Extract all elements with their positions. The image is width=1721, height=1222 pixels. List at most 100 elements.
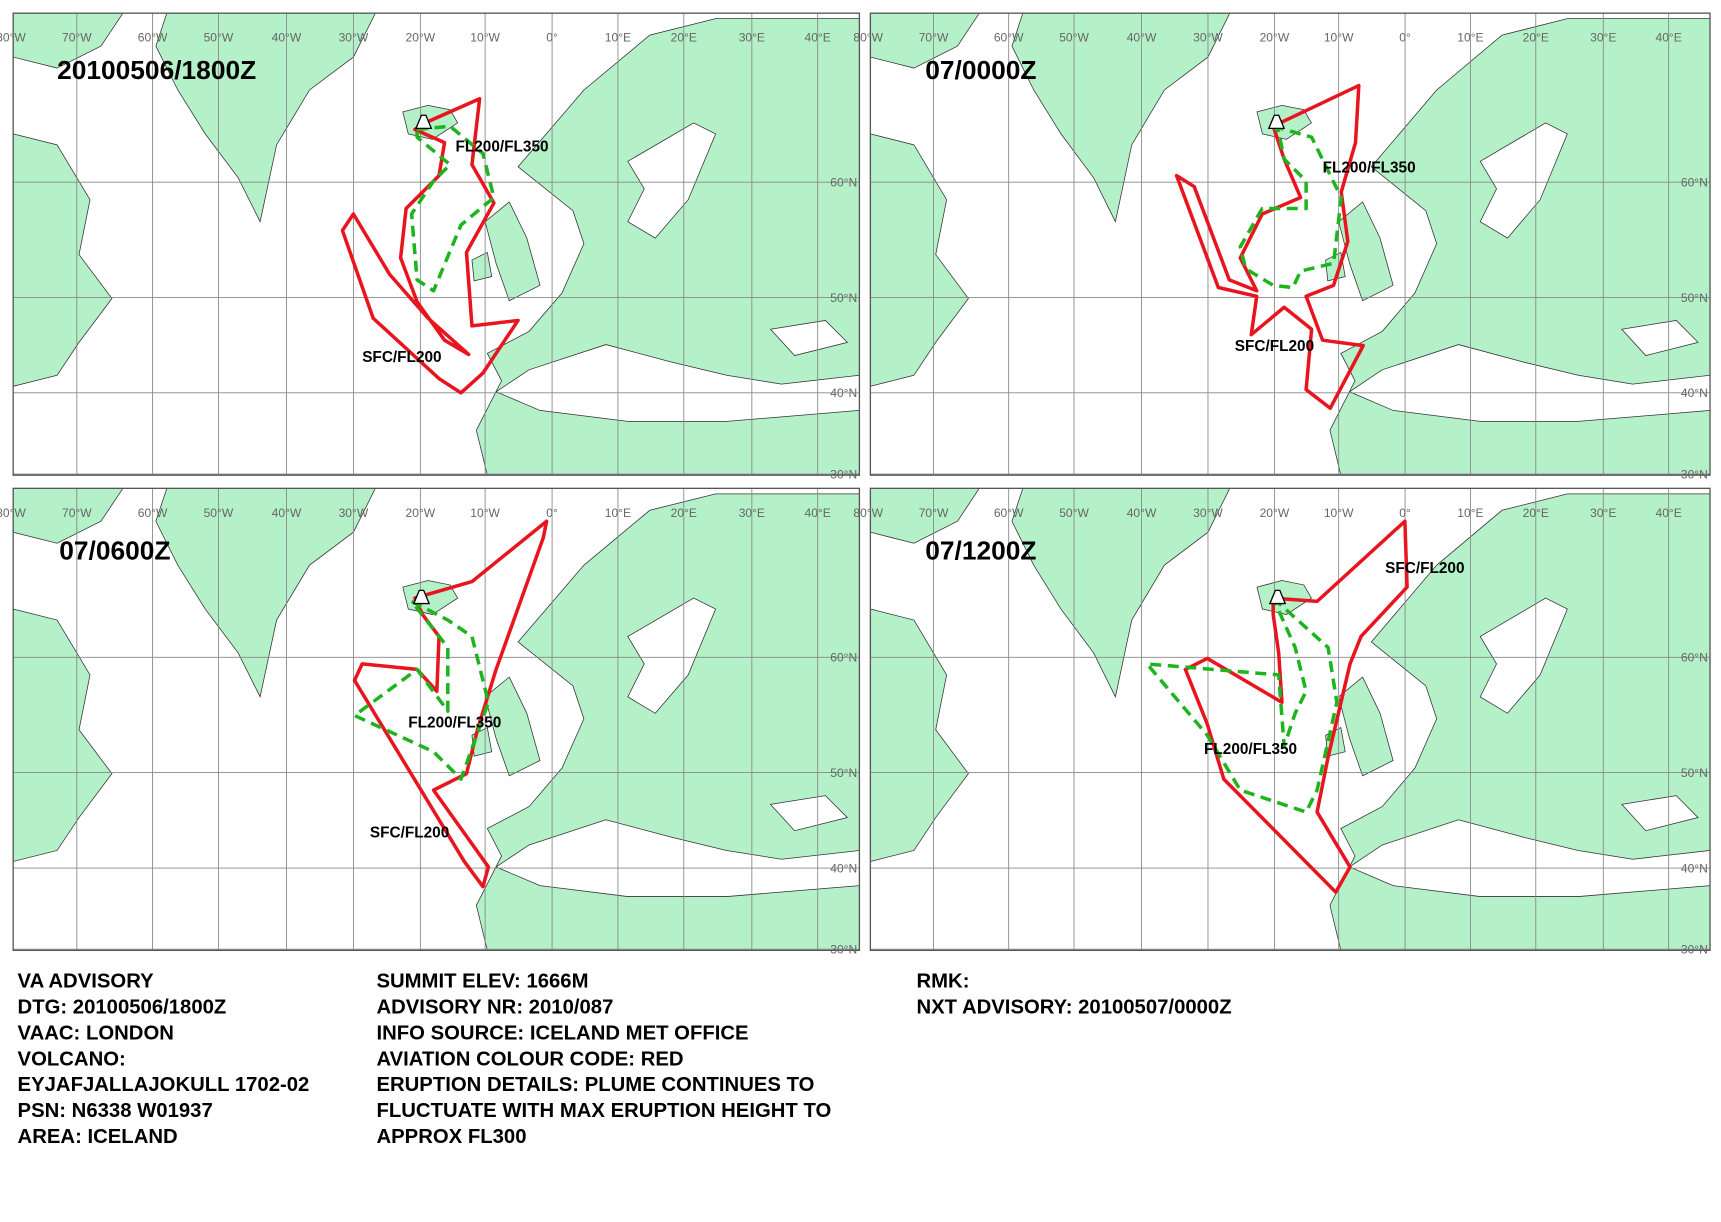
volcano-icon	[1267, 114, 1286, 130]
longitude-label: 30°W	[339, 31, 369, 45]
map-content	[870, 13, 1711, 476]
longitude-label: 40°W	[272, 506, 302, 520]
advisory-line: DTG: 20100506/1800Z	[18, 997, 227, 1019]
latitude-label: 50°N	[830, 291, 857, 305]
longitude-label: 70°W	[919, 506, 949, 520]
sea	[1348, 344, 1711, 422]
panel-frame	[869, 12, 1711, 476]
plume-label: SFC/FL200	[1385, 560, 1464, 577]
panel-time: 07/1200Z	[925, 536, 1036, 566]
land	[870, 133, 969, 387]
land	[13, 13, 124, 69]
longitude-label: 10°W	[1324, 31, 1354, 45]
volcano-icon	[412, 589, 431, 605]
longitude-label: 70°W	[62, 31, 92, 45]
land	[484, 676, 541, 777]
advisory-line: PSN: N6338 W01937	[18, 1100, 213, 1122]
longitude-label: 20°E	[671, 31, 697, 45]
plume-label: FL200/FL350	[1323, 159, 1416, 176]
plume-fl200-fl350	[1145, 596, 1339, 814]
sea	[495, 819, 860, 897]
panel-frame	[12, 487, 861, 951]
longitude-label: 30°E	[1590, 31, 1616, 45]
longitude-label: 10°E	[605, 31, 631, 45]
longitude-label: 80°W	[0, 31, 26, 45]
sea	[1348, 819, 1711, 897]
map-content	[13, 488, 860, 951]
map-panel	[12, 487, 861, 951]
longitude-label: 50°W	[1059, 31, 1089, 45]
longitude-label: 20°E	[1523, 506, 1549, 520]
longitude-label: 40°W	[1127, 31, 1157, 45]
longitude-label: 40°E	[805, 31, 831, 45]
longitude-label: 30°W	[1193, 506, 1223, 520]
land	[155, 488, 376, 698]
plume-label: FL200/FL350	[1204, 741, 1297, 758]
longitude-label: 0°	[546, 506, 558, 520]
advisory-line: RMK:	[916, 971, 969, 993]
plume-label: SFC/FL200	[362, 349, 441, 366]
panel-time: 07/0000Z	[925, 55, 1036, 85]
plume-sfc-fl200	[340, 97, 520, 395]
plume-label: SFC/FL200	[370, 824, 449, 841]
longitude-label: 0°	[1399, 31, 1411, 45]
longitude-label: 40°W	[1127, 506, 1157, 520]
longitude-label: 80°W	[0, 506, 26, 520]
longitude-label: 40°E	[1655, 506, 1681, 520]
advisory-line: VA ADVISORY	[18, 971, 155, 993]
sea	[627, 122, 717, 239]
land	[870, 13, 980, 69]
longitude-label: 30°E	[739, 31, 765, 45]
longitude-label: 10°E	[1457, 31, 1483, 45]
latitude-label: 60°N	[1681, 651, 1708, 665]
map-panel	[869, 487, 1711, 951]
sea	[1621, 320, 1699, 356]
advisory-line: NXT ADVISORY: 20100507/0000Z	[916, 997, 1231, 1019]
latitude-label: 30°N	[830, 467, 857, 481]
advisory-line: EYJAFJALLAJOKULL 1702-02	[18, 1074, 310, 1096]
plume-outlines	[340, 83, 1409, 894]
longitude-label: 50°W	[204, 31, 234, 45]
map-panels	[12, 12, 1711, 951]
longitude-label: 10°E	[605, 506, 631, 520]
plume-label: FL200/FL350	[455, 138, 548, 155]
land	[1338, 201, 1394, 302]
land	[1011, 488, 1231, 698]
longitude-label: 20°E	[1523, 31, 1549, 45]
latitude-label: 60°N	[830, 651, 857, 665]
longitude-label: 60°W	[138, 506, 168, 520]
plume-fl200-fl350	[1238, 124, 1343, 290]
longitude-label: 40°W	[272, 31, 302, 45]
longitude-label: 20°W	[1260, 506, 1290, 520]
longitude-label: 20°E	[671, 506, 697, 520]
plume-label: FL200/FL350	[408, 715, 501, 732]
latitude-label: 30°N	[1681, 467, 1708, 481]
advisory-line: AVIATION COLOUR CODE: RED	[376, 1048, 683, 1070]
latitude-label: 60°N	[830, 176, 857, 190]
longitude-label: 40°E	[1655, 31, 1681, 45]
sea	[769, 795, 849, 832]
longitude-label: 80°W	[853, 31, 883, 45]
latitude-label: 30°N	[830, 943, 857, 957]
longitude-label: 30°W	[339, 506, 369, 520]
advisory-line: FLUCTUATE WITH MAX ERUPTION HEIGHT TO	[376, 1100, 831, 1122]
sea	[769, 320, 849, 356]
advisory-line: SUMMIT ELEV: 1666M	[376, 971, 588, 993]
longitude-label: 10°W	[470, 506, 500, 520]
land	[870, 488, 980, 544]
longitude-label: 10°W	[470, 31, 500, 45]
land	[155, 13, 376, 223]
advisory-line: APPROX FL300	[376, 1126, 526, 1148]
longitude-label: 0°	[1399, 506, 1411, 520]
volcano-icon	[414, 114, 433, 130]
latitude-label: 50°N	[1681, 766, 1708, 780]
latitude-label: 60°N	[1681, 176, 1708, 190]
advisory-line: ADVISORY NR: 2010/087	[376, 997, 613, 1019]
longitude-label: 20°W	[406, 31, 436, 45]
land	[484, 201, 541, 302]
map-content	[870, 488, 1711, 951]
plume-fl200-fl350	[409, 124, 496, 293]
latitude-label: 40°N	[830, 386, 857, 400]
panel-time: 20100506/1800Z	[57, 55, 256, 85]
